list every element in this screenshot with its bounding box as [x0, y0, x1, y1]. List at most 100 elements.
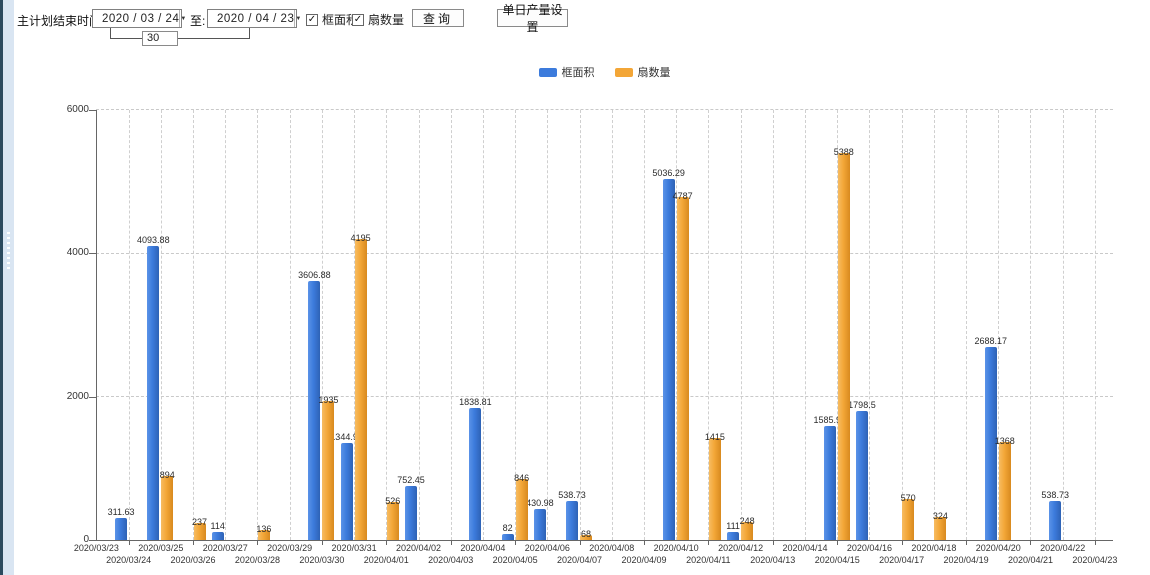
bar-fan-count	[934, 516, 947, 540]
bar-value-label: 324	[932, 510, 948, 521]
bar-value-label: 311.63	[107, 506, 135, 517]
bar-value-label: 4093.88	[137, 235, 170, 246]
legend-label: 框面积	[561, 67, 595, 79]
x-tick-label: 2020/03/25	[138, 543, 184, 553]
x-axis-tick	[450, 540, 452, 545]
bar-value-label: 237	[192, 516, 208, 527]
gridline-vertical	[128, 109, 130, 540]
gridline-vertical	[740, 109, 742, 540]
bar-value-label: 1368	[994, 435, 1015, 446]
x-tick-label: 2020/03/30	[299, 555, 345, 565]
gridline-horizontal	[96, 252, 1113, 254]
y-axis-tick	[89, 540, 96, 541]
x-axis-tick	[1030, 540, 1032, 545]
x-axis-tick	[837, 540, 839, 545]
x-tick-label: 2020/03/29	[267, 543, 313, 553]
gridline-vertical	[418, 109, 420, 540]
y-axis-tick	[89, 396, 96, 398]
bar-frame-area	[115, 517, 128, 540]
date-to-picker[interactable]: 2020 / 04 / 23 ▼	[207, 9, 301, 28]
legend-item-frame-area: 框面积	[538, 64, 595, 80]
bar-fan-count	[257, 530, 270, 540]
x-tick-label: 2020/04/02	[395, 543, 442, 553]
bar-frame-area	[469, 408, 482, 540]
bar-value-label: 4195	[350, 233, 371, 243]
gridline-vertical	[193, 109, 195, 540]
gridline-vertical	[643, 109, 645, 540]
x-tick-label: 2020/04/08	[589, 543, 635, 553]
x-tick-label: 2020/03/31	[331, 543, 377, 553]
chart-legend: 框面积 扇数量	[96, 64, 1113, 80]
x-axis-tick	[193, 540, 195, 545]
bar-value-label: 1415	[704, 432, 725, 443]
fan-count-checkbox[interactable]: ✓ 扇数量	[352, 11, 404, 28]
gridline-vertical	[805, 109, 807, 540]
chevron-down-icon[interactable]: ▼	[179, 10, 186, 27]
bar-fan-count	[161, 475, 174, 540]
x-tick-label: 2020/04/01	[363, 555, 409, 565]
date-to-value: 2020 / 04 / 23	[217, 12, 295, 25]
frame-area-checkbox[interactable]: ✓ 框面积	[306, 11, 358, 28]
x-tick-label: 2020/04/12	[718, 543, 764, 553]
x-tick-label: 2020/04/11	[686, 555, 731, 565]
x-axis-tick	[708, 540, 710, 545]
x-tick-label: 2020/04/09	[621, 555, 667, 565]
bar-value-label: 752.45	[397, 475, 425, 485]
check-icon[interactable]: ✓	[306, 13, 318, 26]
bar-value-label: 4787	[672, 190, 693, 201]
x-axis-tick	[901, 540, 903, 545]
plan-end-time-label: 主计划结束时间:	[17, 14, 105, 28]
y-tick-label: 4000	[66, 247, 89, 258]
bar-value-label: 526	[385, 496, 401, 507]
bar-fan-count	[580, 535, 593, 540]
gridline-vertical	[966, 109, 968, 540]
bar-value-label: 538.73	[558, 490, 586, 501]
x-tick-label: 2020/04/20	[975, 543, 1021, 553]
gridline-vertical	[708, 109, 710, 540]
date-from-value: 2020 / 03 / 24	[102, 12, 180, 25]
bar-fan-count	[322, 401, 335, 540]
x-tick-label: 2020/04/19	[943, 555, 989, 565]
bar-value-label: 114	[210, 520, 225, 531]
x-axis-tick	[579, 540, 581, 545]
x-axis-tick	[515, 540, 517, 545]
bar-value-label: 248	[739, 516, 755, 527]
bar-value-label: 1344.95	[330, 432, 363, 443]
bar-fan-count	[708, 438, 721, 540]
bar-value-label: 5036.29	[652, 167, 685, 178]
y-tick-label: 0	[83, 534, 89, 545]
bar-fan-count	[837, 153, 850, 540]
x-axis-tick	[1094, 540, 1096, 545]
gridline-vertical	[160, 109, 162, 540]
bar-fan-count	[676, 196, 689, 540]
day-count-input[interactable]: 30	[142, 31, 178, 46]
x-tick-label: 2020/03/23	[73, 543, 119, 553]
gridline-vertical	[450, 109, 452, 540]
x-tick-label: 2020/03/27	[202, 543, 248, 553]
gridline-vertical	[386, 109, 388, 540]
x-tick-label: 2020/04/07	[557, 555, 603, 565]
bar-value-label: 1935	[318, 395, 339, 406]
connector-line	[110, 38, 142, 39]
date-from-picker[interactable]: 2020 / 03 / 24 ▼	[92, 9, 186, 28]
x-axis-tick	[386, 540, 388, 545]
bar-fan-count	[515, 479, 528, 540]
legend-item-fan-count: 扇数量	[614, 64, 671, 80]
query-button[interactable]: 查询	[412, 9, 464, 27]
y-axis-tick	[89, 109, 96, 111]
gridline-vertical	[257, 109, 259, 540]
bar-value-label: 1798.5	[848, 399, 876, 410]
bar-fan-count	[998, 441, 1011, 540]
x-tick-label: 2020/04/22	[1040, 543, 1086, 553]
legend-marker-icon	[538, 67, 557, 77]
bar-fan-count	[354, 239, 367, 540]
gridline-vertical	[225, 109, 227, 540]
bar-value-label: 136	[256, 524, 272, 535]
collapsed-side-panel[interactable]	[3, 0, 14, 575]
bar-frame-area	[727, 532, 740, 540]
chevron-down-icon[interactable]: ▼	[294, 10, 301, 27]
y-axis-tick	[89, 253, 96, 254]
check-icon[interactable]: ✓	[352, 13, 364, 26]
